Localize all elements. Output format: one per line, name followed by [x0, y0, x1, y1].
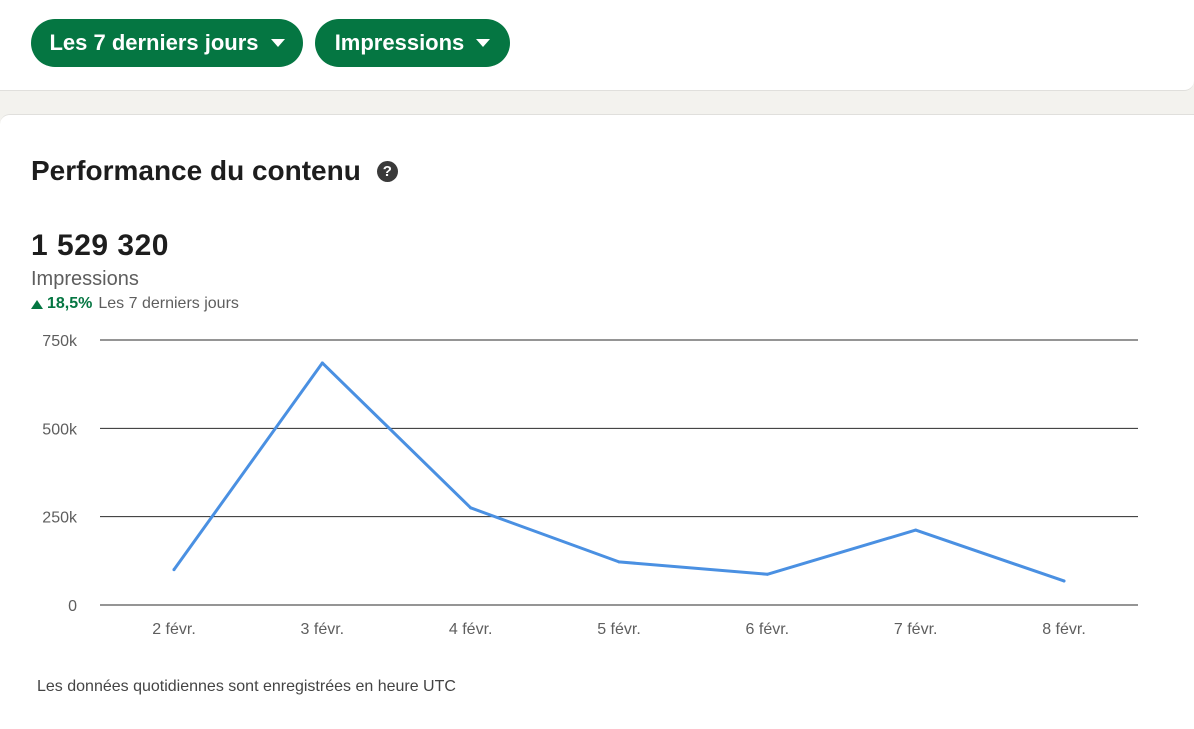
change-percent: 18,5%	[47, 295, 93, 312]
arrow-up-icon	[31, 299, 43, 309]
period-filter-label: Les 7 derniers jours	[49, 30, 259, 55]
metric-filter-button[interactable]: Impressions	[315, 19, 510, 67]
metric-label: Impressions	[31, 268, 139, 290]
total-impressions: 1 529 320	[31, 229, 169, 262]
caret-down-icon	[270, 39, 285, 47]
card-header: Performance du contenu ?	[31, 155, 398, 187]
period-filter-button[interactable]: Les 7 derniers jours	[31, 19, 303, 67]
filter-bar: Les 7 derniers jours Impressions	[0, 0, 1194, 91]
footnote: Les données quotidiennes sont enregistré…	[37, 678, 456, 695]
content-performance-card: Performance du contenu ? 1 529 320 Impre…	[0, 114, 1194, 729]
metric-filter-label: Impressions	[334, 30, 465, 55]
change-period: Les 7 derniers jours	[98, 295, 239, 312]
help-icon[interactable]: ?	[376, 160, 398, 182]
card-title: Performance du contenu	[31, 155, 361, 186]
caret-down-icon	[476, 39, 491, 47]
trend-indicator: 18,5% Les 7 derniers jours	[31, 295, 239, 313]
